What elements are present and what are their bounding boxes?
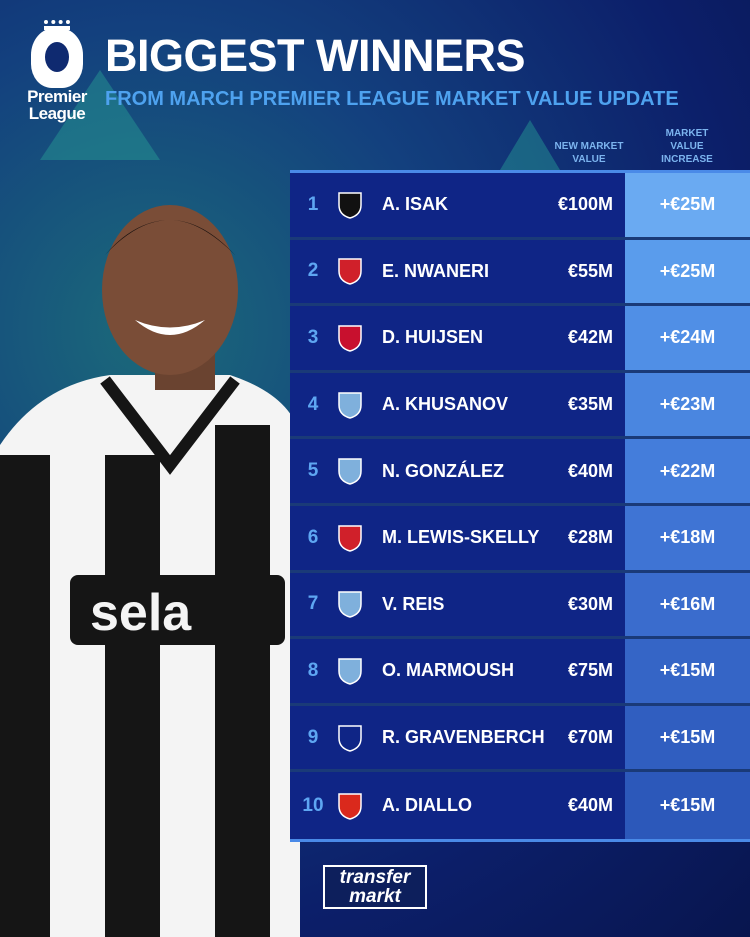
player-name: E. NWANERI: [382, 260, 490, 281]
table-row: 10 A. DIALLO €40M +€15M: [290, 772, 750, 839]
player-name: A. ISAK: [382, 194, 449, 215]
player-name: M. LEWIS-SKELLY: [382, 527, 540, 548]
brand-text: transfer: [339, 867, 411, 888]
decor-triangle: [500, 120, 560, 170]
column-header-new-value: NEW MARKET VALUE: [554, 141, 624, 165]
rank: 5: [307, 460, 319, 482]
new-market-value: €40M: [567, 460, 613, 481]
table-row: 2 E. NWANERI €55M +€25M: [290, 239, 750, 307]
player-name: A. KHUSANOV: [382, 394, 509, 415]
svg-text:sela: sela: [90, 584, 192, 642]
lion-icon: [31, 28, 83, 88]
rank: 10: [302, 794, 324, 816]
market-value-increase: +€23M: [625, 372, 750, 437]
man-city-crest-icon: [336, 457, 364, 485]
row-main: 5 N. GONZÁLEZ €40M: [290, 439, 625, 503]
bournemouth-crest-icon: [336, 324, 364, 352]
table-row: 3 D. HUIJSEN €42M +€24M: [290, 306, 750, 373]
transfermarkt-logo: transfer markt: [323, 865, 427, 909]
brand-text: markt: [349, 886, 401, 907]
row-main: 6 M. LEWIS-SKELLY €28M: [290, 505, 625, 570]
market-value-increase: +€24M: [625, 306, 750, 370]
row-main: 3 D. HUIJSEN €42M: [290, 306, 625, 370]
market-value-increase: +€25M: [625, 239, 750, 304]
rank: 8: [307, 659, 319, 681]
market-value-increase: +€15M: [625, 772, 750, 839]
row-main: 2 E. NWANERI €55M: [290, 239, 625, 304]
row-main: 10 A. DIALLO €40M: [290, 772, 625, 839]
page-subtitle: FROM MARCH PREMIER LEAGUE MARKET VALUE U…: [105, 88, 679, 110]
player-name: N. GONZÁLEZ: [382, 460, 504, 481]
rank: 6: [307, 526, 319, 548]
table-row: 9 R. GRAVENBERCH €70M +€15M: [290, 705, 750, 773]
rank: 3: [307, 326, 319, 348]
table-row: 1 A. ISAK €100M +€25M: [290, 173, 750, 240]
logo-text: League: [28, 104, 86, 123]
row-main: 9 R. GRAVENBERCH €70M: [290, 705, 625, 770]
player-name: D. HUIJSEN: [382, 327, 484, 348]
market-value-increase: +€16M: [625, 572, 750, 637]
new-market-value: €100M: [557, 194, 613, 215]
market-value-increase: +€18M: [625, 505, 750, 570]
player-name: A. DIALLO: [382, 795, 472, 816]
man-united-crest-icon: [336, 792, 364, 820]
market-value-increase: +€15M: [625, 705, 750, 770]
page-title: BIGGEST WINNERS: [105, 30, 526, 81]
market-value-increase: +€22M: [625, 439, 750, 503]
player-name: R. GRAVENBERCH: [382, 727, 545, 748]
player-name: V. REIS: [382, 593, 445, 614]
table-row: 5 N. GONZÁLEZ €40M +€22M: [290, 439, 750, 506]
player-name: O. MARMOUSH: [382, 660, 514, 681]
market-value-increase: +€15M: [625, 639, 750, 703]
arsenal-crest-icon: [336, 257, 364, 286]
rank: 9: [307, 726, 319, 748]
new-market-value: €75M: [567, 660, 613, 681]
rank: 2: [307, 260, 319, 282]
column-header-increase: MARKET VALUE INCREASE: [661, 128, 713, 165]
new-market-value: €42M: [567, 327, 613, 348]
rank: 7: [307, 593, 319, 615]
table-row: 4 A. KHUSANOV €35M +€23M: [290, 372, 750, 440]
player-photo: sela: [0, 205, 300, 937]
man-city-crest-icon: [336, 590, 364, 619]
man-city-crest-icon: [336, 391, 364, 419]
rank: 1: [307, 193, 319, 215]
logo-text: Premier: [27, 87, 87, 106]
newcastle-crest-icon: [336, 191, 364, 219]
row-main: 8 O. MARMOUSH €75M: [290, 639, 625, 703]
row-main: 4 A. KHUSANOV €35M: [290, 372, 625, 437]
table-row: 7 V. REIS €30M +€16M: [290, 572, 750, 640]
new-market-value: €30M: [567, 593, 613, 614]
table-row: 6 M. LEWIS-SKELLY €28M +€18M: [290, 505, 750, 573]
new-market-value: €28M: [567, 527, 613, 548]
arsenal-crest-icon: [336, 524, 364, 552]
man-city-crest-icon: [336, 657, 364, 685]
liverpool-crest-icon: [336, 724, 364, 752]
premier-league-logo: Premier League: [22, 20, 92, 122]
market-value-increase: +€25M: [625, 173, 750, 237]
new-market-value: €40M: [567, 795, 613, 816]
new-market-value: €70M: [567, 727, 613, 748]
winners-table: 1 A. ISAK €100M +€25M 2 E. NWANERI €55M …: [290, 170, 750, 842]
table-row: 8 O. MARMOUSH €75M +€15M: [290, 639, 750, 706]
row-main: 1 A. ISAK €100M: [290, 173, 625, 237]
row-main: 7 V. REIS €30M: [290, 572, 625, 637]
new-market-value: €55M: [567, 260, 613, 281]
rank: 4: [307, 393, 319, 415]
new-market-value: €35M: [567, 394, 613, 415]
